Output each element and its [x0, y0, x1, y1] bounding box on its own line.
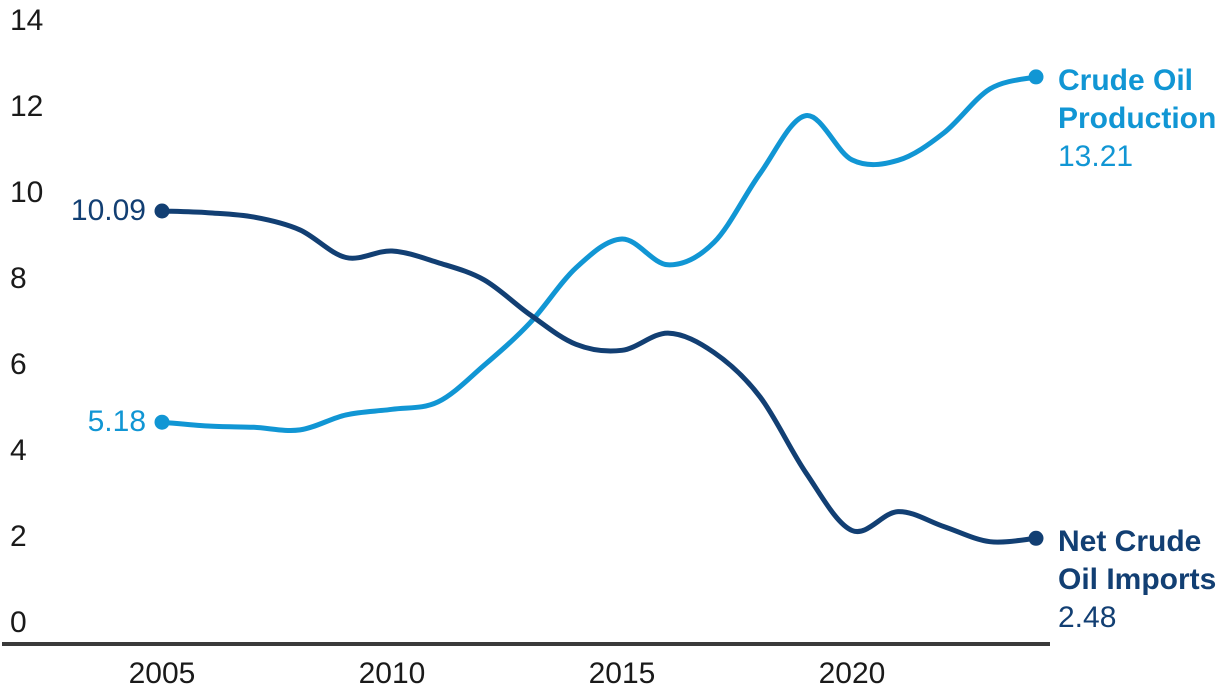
x-axis-label-2010: 2010 — [358, 657, 426, 690]
y-axis-label-4: 4 — [10, 433, 27, 467]
x-axis-label-2020: 2020 — [818, 657, 886, 690]
imports-line — [159, 208, 1039, 545]
imports-end-dot — [1028, 530, 1044, 546]
y-axis-label-0: 0 — [10, 605, 27, 639]
production-start-value: 5.18 — [87, 405, 146, 439]
x-axis-label-2005: 2005 — [128, 657, 196, 690]
production-start-dot — [154, 414, 170, 430]
imports-label-line2: Oil Imports — [1058, 563, 1217, 597]
imports-end-label: Net Crude Oil Imports 2.48 — [1058, 523, 1216, 637]
production-label-line2: Production — [1058, 101, 1217, 135]
x-axis-label-2015: 2015 — [588, 657, 656, 690]
y-axis-label-8: 8 — [10, 261, 27, 295]
y-axis-label-10: 10 — [10, 175, 44, 209]
y-axis-label-12: 12 — [10, 89, 44, 123]
production-label-line1: Crude Oil — [1058, 63, 1194, 97]
y-axis-label-2: 2 — [10, 519, 27, 553]
imports-start-value: 10.09 — [70, 194, 146, 228]
imports-end-value: 2.48 — [1058, 601, 1117, 635]
production-end-label: Crude Oil Production 13.21 — [1058, 62, 1216, 176]
imports-label-line1: Net Crude — [1058, 525, 1202, 559]
production-end-dot — [1028, 69, 1044, 85]
imports-start-dot — [154, 203, 170, 219]
y-axis-label-6: 6 — [10, 347, 27, 381]
y-axis-label-14: 14 — [10, 3, 44, 37]
production-line — [159, 74, 1039, 433]
production-end-value: 13.21 — [1058, 139, 1134, 173]
